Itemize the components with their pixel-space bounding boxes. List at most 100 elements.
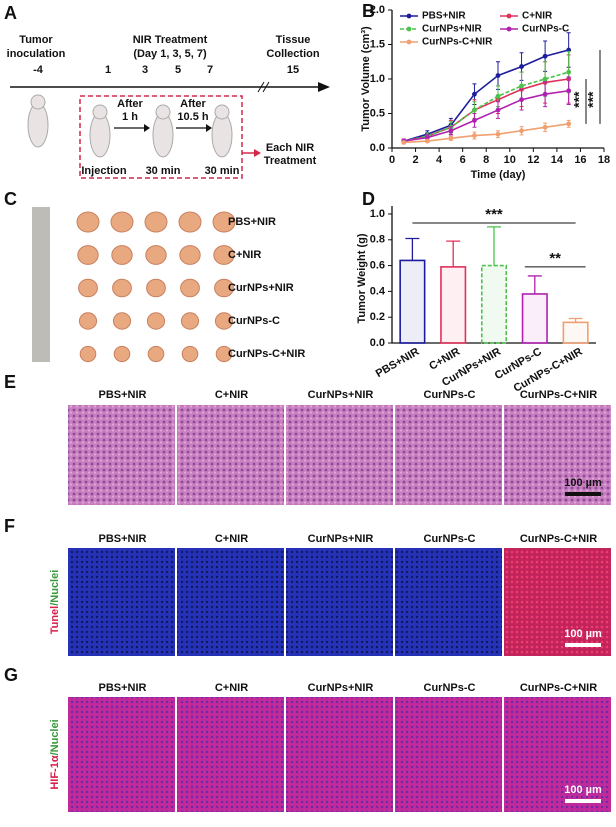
stain-part: /Nuclei — [49, 570, 61, 606]
annotation: *** — [485, 206, 503, 223]
group-label: C+NIR — [228, 249, 261, 261]
panel-label: B — [362, 1, 375, 21]
column-label: PBS+NIR — [99, 389, 147, 401]
column-label: CurNPs-C+NIR — [520, 389, 597, 401]
column-label: C+NIR — [215, 389, 248, 401]
day: 3 — [142, 64, 148, 76]
label: inoculation — [7, 48, 66, 60]
label: Treatment — [264, 155, 317, 167]
column-label: CurNPs-C — [424, 682, 476, 694]
stain-part: HIF-1α — [49, 755, 61, 790]
marker — [542, 76, 548, 82]
line — [403, 123, 569, 144]
arrow — [318, 82, 330, 92]
micrograph — [177, 697, 284, 812]
line — [403, 71, 569, 142]
marker — [401, 140, 407, 145]
micrograph — [286, 405, 393, 505]
tumor — [147, 345, 165, 363]
tumor — [112, 278, 132, 298]
y-tick-label: 1.5 — [370, 38, 385, 50]
legend-marker — [406, 39, 412, 45]
marker — [542, 91, 548, 97]
scale-label: 100 µm — [564, 784, 602, 796]
y-tick-label: 1.0 — [370, 208, 385, 220]
arrow — [254, 149, 261, 157]
marker — [542, 124, 548, 130]
marker — [495, 73, 501, 78]
day: 5 — [175, 64, 181, 76]
legend-label: CurNPs-C — [522, 24, 569, 35]
tumor — [78, 278, 98, 298]
tumor — [77, 245, 99, 265]
label: Tumor — [19, 34, 53, 46]
marker — [495, 93, 501, 99]
tumor — [76, 211, 100, 233]
y-tick-label: 0.2 — [370, 311, 385, 323]
marker — [519, 97, 524, 103]
tumor — [212, 211, 236, 233]
y-tick-label: 0.8 — [370, 234, 385, 246]
legend-marker — [506, 13, 512, 19]
panel-label: G — [4, 665, 18, 685]
column-label: CurNPs-C — [424, 533, 476, 545]
tumor — [214, 312, 234, 330]
column-label: CurNPs-C+NIR — [520, 533, 597, 545]
bar — [562, 321, 589, 344]
tumor — [179, 245, 201, 265]
marker — [542, 53, 548, 59]
marker — [495, 107, 501, 113]
tumor — [113, 345, 131, 363]
column-label: C+NIR — [215, 682, 248, 694]
legend-label: PBS+NIR — [422, 11, 466, 22]
micrograph — [68, 548, 175, 656]
marker — [566, 88, 572, 94]
legend-marker — [406, 13, 412, 19]
micrograph — [286, 697, 393, 812]
group-label: PBS+NIR — [228, 216, 276, 228]
x-tick-label: 8 — [483, 154, 489, 166]
y-tick-label: 0.0 — [370, 337, 385, 349]
label: Tissue — [276, 34, 311, 46]
scale-bar — [565, 492, 601, 496]
y-tick-label: 2.0 — [370, 4, 385, 16]
tumor — [146, 312, 166, 330]
scale-label: 100 µm — [564, 477, 602, 489]
marker — [519, 64, 524, 69]
tumor — [146, 278, 166, 298]
legend-label: CurNPs+NIR — [422, 24, 483, 35]
stain-label: HIF-1α/Nuclei — [49, 719, 61, 789]
y-axis-label: Tumor Volume (cm³) — [360, 26, 372, 132]
legend-label: C+NIR — [522, 11, 553, 22]
micrograph — [177, 405, 284, 505]
line — [403, 78, 569, 142]
tumor — [144, 211, 168, 233]
label: (Day 1, 3, 5, 7) — [133, 48, 207, 60]
micrograph — [68, 697, 175, 812]
group-label: CurNPs-C+NIR — [228, 348, 305, 360]
box — [79, 95, 243, 179]
day: 15 — [287, 64, 299, 76]
annotation: ** — [549, 250, 561, 267]
x-tick-label: 0 — [389, 154, 395, 166]
mice — [27, 94, 233, 158]
tumor — [181, 345, 199, 363]
marker — [472, 91, 477, 97]
bar — [440, 266, 467, 344]
day: 7 — [207, 64, 213, 76]
annotation: *** — [571, 91, 587, 108]
x-tick-label: 6 — [460, 154, 466, 166]
group-label: CurNPs+NIR — [228, 282, 294, 294]
panel-label: A — [4, 3, 17, 23]
tumor — [178, 211, 202, 233]
stain-part: /Nuclei — [49, 719, 61, 755]
column-label: CurNPs+NIR — [308, 533, 374, 545]
ruler — [32, 207, 50, 362]
legend-marker — [406, 26, 412, 32]
marker — [448, 128, 454, 134]
y-tick-label: 0.5 — [370, 107, 385, 119]
tumor — [180, 312, 200, 330]
tumors — [76, 211, 236, 363]
marker — [424, 138, 430, 144]
